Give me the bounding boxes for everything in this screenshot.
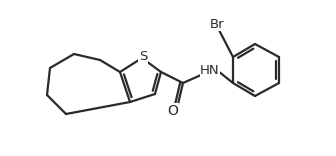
Text: S: S [139,51,147,63]
Text: HN: HN [200,64,220,78]
Text: O: O [168,104,178,118]
Text: Br: Br [210,17,224,31]
